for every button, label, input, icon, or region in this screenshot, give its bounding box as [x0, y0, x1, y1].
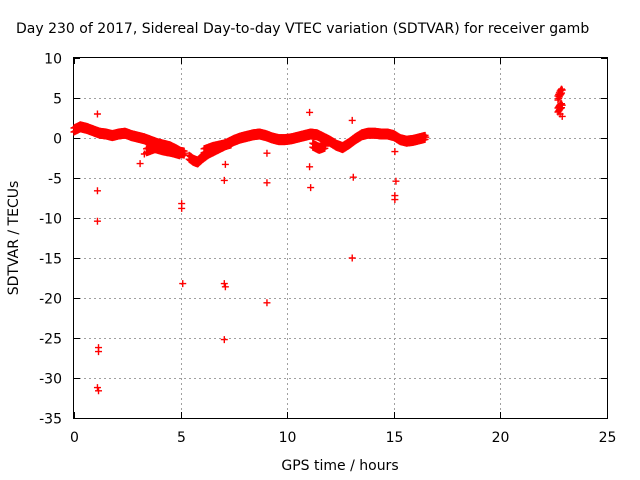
x-tick-label: 0 — [70, 430, 79, 446]
data-point — [178, 204, 186, 212]
data-point — [177, 150, 185, 158]
data-point — [179, 280, 187, 288]
data-point — [554, 96, 562, 104]
data-point — [93, 187, 101, 195]
data-point — [263, 179, 271, 187]
data-point — [349, 173, 357, 181]
data-point — [228, 139, 236, 147]
data-point — [181, 149, 189, 157]
chart-title: Day 230 of 2017, Sidereal Day-to-day VTE… — [16, 21, 589, 37]
data-point — [307, 184, 315, 192]
data-point — [221, 283, 229, 291]
y-tick-label: -10 — [39, 212, 62, 228]
grid — [74, 58, 607, 418]
data-points — [70, 85, 566, 395]
data-point — [392, 177, 400, 185]
data-point — [263, 149, 271, 157]
data-point — [306, 108, 314, 116]
data-point — [558, 86, 566, 94]
data-point — [558, 101, 566, 109]
x-tick-label: 25 — [599, 430, 617, 446]
data-point — [322, 142, 330, 150]
data-point — [348, 116, 356, 124]
data-point — [348, 254, 356, 262]
data-point — [220, 176, 228, 184]
data-point — [555, 94, 563, 102]
x-tick-label: 15 — [386, 430, 404, 446]
axis-ticks — [74, 58, 608, 419]
y-tick-label: -15 — [39, 252, 62, 268]
y-tick-label: 0 — [53, 132, 62, 148]
y-tick-label: -30 — [39, 372, 62, 388]
y-tick-label: -35 — [39, 412, 62, 428]
x-tick-labels: 0 5 10 15 20 25 — [70, 430, 616, 446]
y-axis-label: SDTVAR / TECUs — [6, 181, 22, 296]
data-point — [558, 89, 566, 97]
x-axis-label: GPS time / hours — [281, 458, 398, 474]
data-point — [558, 112, 566, 120]
data-point — [422, 133, 430, 141]
data-point — [263, 299, 271, 307]
data-point — [95, 348, 103, 356]
y-tick-labels: -35 -30 -25 -20 -15 -10 -5 0 5 10 — [39, 52, 62, 428]
y-tick-label: 10 — [44, 52, 62, 68]
y-tick-label: -25 — [39, 332, 62, 348]
data-point — [221, 160, 229, 168]
plot-frame — [73, 57, 608, 419]
data-point — [306, 163, 314, 171]
data-point — [391, 196, 399, 204]
x-tick-label: 20 — [492, 430, 510, 446]
data-point — [93, 384, 101, 392]
data-point — [220, 280, 228, 288]
y-tick-label: -20 — [39, 292, 62, 308]
data-point — [95, 387, 103, 395]
y-tick-label: -5 — [48, 172, 62, 188]
data-point — [220, 336, 228, 344]
data-point — [140, 150, 148, 158]
data-point — [391, 148, 399, 156]
data-point — [136, 160, 144, 168]
x-tick-label: 10 — [279, 430, 297, 446]
y-tick-label: 5 — [53, 92, 62, 108]
data-point — [93, 110, 101, 118]
data-point — [93, 217, 101, 225]
x-tick-label: 5 — [177, 430, 186, 446]
data-point — [557, 90, 565, 98]
